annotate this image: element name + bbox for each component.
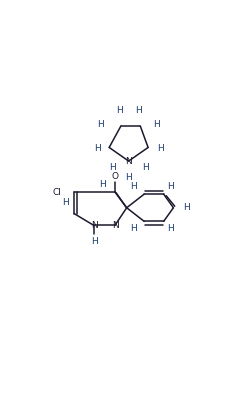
Text: H: H: [166, 182, 173, 191]
Text: H: H: [97, 120, 104, 129]
Text: H: H: [125, 173, 132, 182]
Text: Cl: Cl: [52, 188, 61, 197]
Text: H: H: [153, 120, 160, 129]
Text: H: H: [166, 224, 173, 233]
Text: H: H: [116, 107, 123, 115]
Text: H: H: [141, 163, 148, 172]
Text: H: H: [62, 198, 68, 208]
Text: H: H: [156, 144, 163, 153]
Text: H: H: [108, 163, 115, 172]
Text: H: H: [130, 182, 136, 191]
Text: O: O: [111, 171, 118, 181]
Text: H: H: [130, 224, 136, 233]
Text: H: H: [93, 144, 100, 153]
Text: N: N: [90, 221, 97, 230]
Text: H: H: [182, 203, 189, 212]
Text: N: N: [112, 221, 119, 230]
Text: H: H: [99, 180, 106, 189]
Text: H: H: [90, 237, 97, 246]
Text: N: N: [125, 156, 132, 166]
Text: H: H: [134, 107, 141, 115]
